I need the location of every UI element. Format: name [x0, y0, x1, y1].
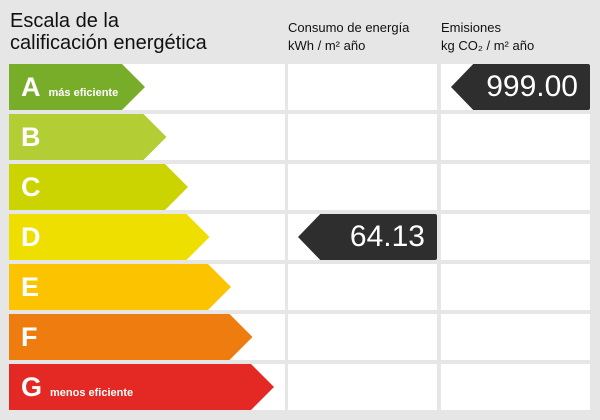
emisiones-header: Emisiones kg CO₂ / m² año: [441, 19, 534, 55]
emisiones-header-unit: kg CO₂ / m² año: [441, 38, 535, 53]
consumo-cell: [288, 314, 437, 360]
rating-letter: B: [21, 121, 41, 152]
consumo-cell: [288, 364, 437, 410]
title-line-1: Escala de la: [10, 10, 119, 32]
consumo-cell: [288, 264, 437, 310]
consumo-cell: [288, 64, 437, 110]
rating-arrow-d: D: [9, 214, 210, 260]
rating-label: más eficiente: [48, 87, 119, 99]
rating-arrow-b: B: [9, 114, 167, 160]
rating-letter: C: [21, 171, 41, 202]
emisiones-cell: [441, 114, 590, 160]
consumo-cell: [288, 164, 437, 210]
emisiones-cell: [441, 314, 590, 360]
rating-letter: F: [21, 321, 38, 352]
emisiones-cell: [441, 264, 590, 310]
rating-letter: A: [21, 71, 41, 102]
rating-arrow-f: F: [9, 314, 253, 360]
consumo-header-unit: kWh / m² año: [288, 38, 366, 53]
rating-letter: G: [21, 371, 43, 402]
rating-letter: D: [21, 221, 41, 252]
page-title: Escala de la calificación energética: [10, 10, 207, 54]
emisiones-cell: [441, 364, 590, 410]
consumo-marker: 64.13: [298, 214, 437, 260]
emisiones-header-title: Emisiones: [441, 20, 501, 35]
rating-label: menos eficiente: [50, 387, 134, 399]
consumo-header-title: Consumo de energía: [288, 20, 410, 35]
emisiones-marker: 999.00: [451, 64, 590, 110]
consumo-cell: [288, 114, 437, 160]
rating-letter: E: [21, 271, 40, 302]
consumo-header: Consumo de energía kWh / m² año: [288, 19, 409, 55]
emisiones-cell: [441, 214, 590, 260]
title-line-2: calificación energética: [10, 32, 207, 54]
rating-arrow-e: E: [9, 264, 231, 310]
rating-arrow-c: C: [9, 164, 188, 210]
emisiones-cell: [441, 164, 590, 210]
